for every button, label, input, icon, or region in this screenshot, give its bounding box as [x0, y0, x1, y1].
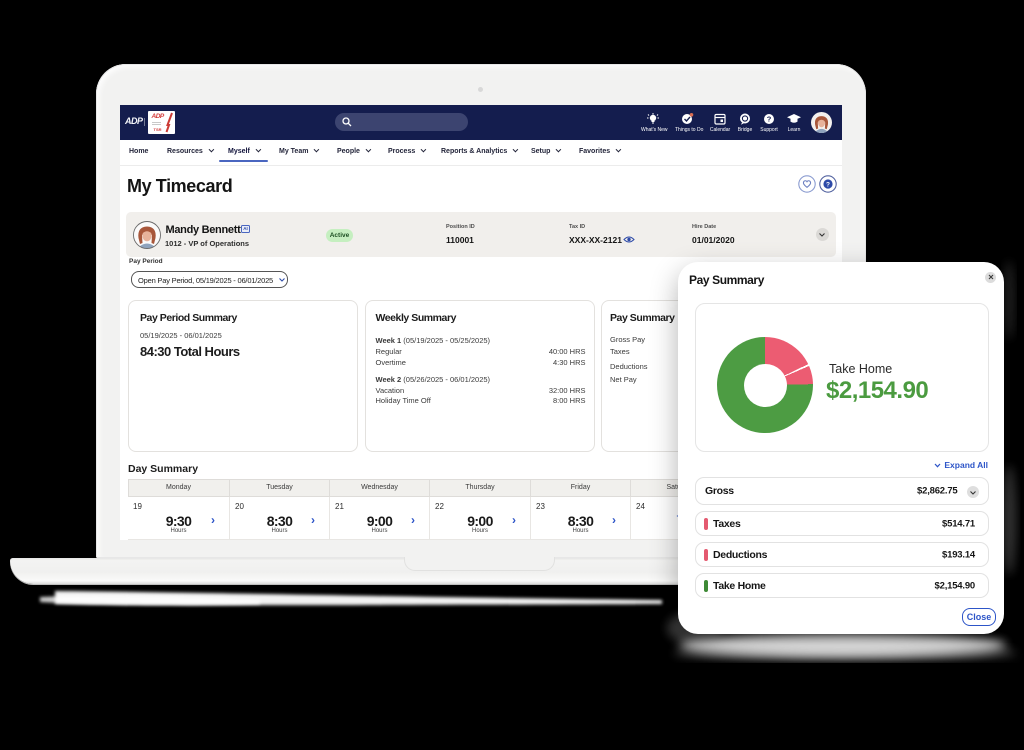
svg-text:?: ?	[826, 181, 830, 188]
svg-text:?: ?	[767, 115, 772, 124]
